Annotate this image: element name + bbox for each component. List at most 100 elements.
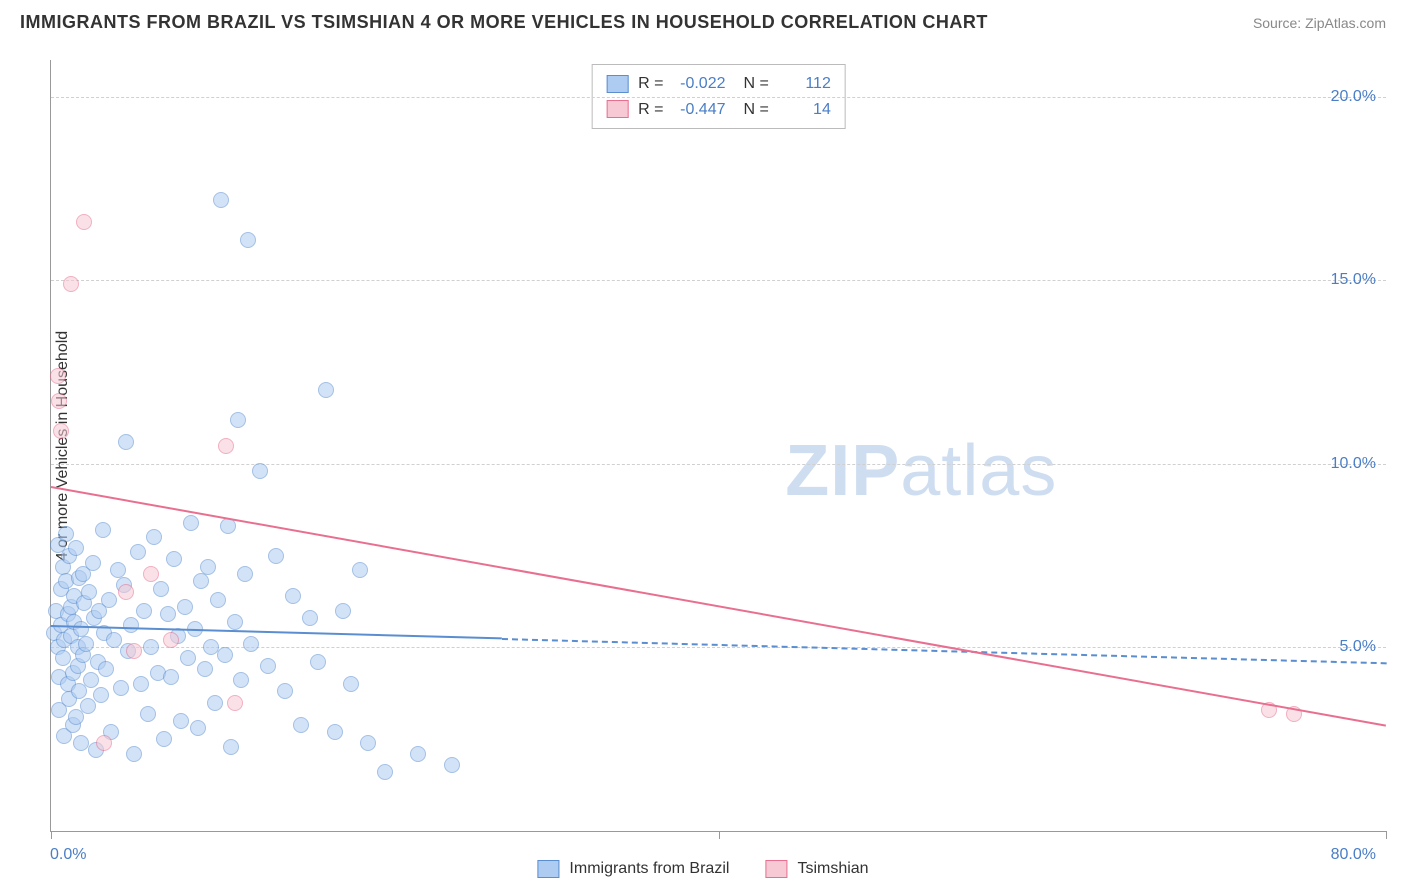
scatter-point-tsimshian bbox=[51, 393, 67, 409]
scatter-point-brazil bbox=[118, 434, 134, 450]
scatter-point-brazil bbox=[85, 555, 101, 571]
scatter-point-tsimshian bbox=[50, 368, 66, 384]
scatter-point-brazil bbox=[243, 636, 259, 652]
x-tick bbox=[719, 831, 720, 839]
r-value-1: -0.447 bbox=[674, 97, 726, 123]
scatter-point-tsimshian bbox=[118, 584, 134, 600]
swatch-series-0 bbox=[537, 860, 559, 878]
y-tick-label: 15.0% bbox=[1331, 271, 1376, 289]
scatter-point-brazil bbox=[193, 573, 209, 589]
scatter-point-brazil bbox=[156, 731, 172, 747]
scatter-point-brazil bbox=[73, 735, 89, 751]
legend-item-1: Tsimshian bbox=[765, 860, 868, 878]
trend-line-dashed bbox=[502, 638, 1386, 664]
scatter-point-brazil bbox=[163, 669, 179, 685]
scatter-point-brazil bbox=[343, 676, 359, 692]
r-label: R = bbox=[638, 97, 663, 123]
scatter-point-brazil bbox=[230, 412, 246, 428]
scatter-point-brazil bbox=[217, 647, 233, 663]
scatter-point-brazil bbox=[352, 562, 368, 578]
x-axis-min-label: 0.0% bbox=[50, 846, 86, 864]
scatter-point-tsimshian bbox=[63, 276, 79, 292]
gridline bbox=[51, 280, 1386, 281]
scatter-point-brazil bbox=[68, 540, 84, 556]
scatter-point-brazil bbox=[377, 764, 393, 780]
scatter-point-tsimshian bbox=[126, 643, 142, 659]
scatter-point-brazil bbox=[277, 683, 293, 699]
scatter-point-tsimshian bbox=[227, 695, 243, 711]
scatter-point-brazil bbox=[130, 544, 146, 560]
scatter-point-brazil bbox=[180, 650, 196, 666]
legend-row-series-1: R = -0.447 N = 14 bbox=[606, 97, 831, 123]
scatter-point-brazil bbox=[113, 680, 129, 696]
legend-row-series-0: R = -0.022 N = 112 bbox=[606, 71, 831, 97]
scatter-point-tsimshian bbox=[163, 632, 179, 648]
scatter-point-brazil bbox=[285, 588, 301, 604]
scatter-point-brazil bbox=[80, 698, 96, 714]
y-tick-label: 20.0% bbox=[1331, 88, 1376, 106]
watermark-zip: ZIP bbox=[785, 431, 900, 511]
scatter-point-brazil bbox=[93, 687, 109, 703]
scatter-point-brazil bbox=[233, 672, 249, 688]
scatter-point-brazil bbox=[101, 592, 117, 608]
scatter-point-brazil bbox=[136, 603, 152, 619]
scatter-point-brazil bbox=[310, 654, 326, 670]
scatter-point-brazil bbox=[360, 735, 376, 751]
scatter-point-brazil bbox=[78, 636, 94, 652]
scatter-point-brazil bbox=[190, 720, 206, 736]
n-label: N = bbox=[744, 71, 769, 97]
x-axis-max-label: 80.0% bbox=[1331, 846, 1376, 864]
scatter-point-brazil bbox=[106, 632, 122, 648]
scatter-point-brazil bbox=[173, 713, 189, 729]
scatter-point-brazil bbox=[200, 559, 216, 575]
scatter-point-brazil bbox=[133, 676, 149, 692]
scatter-point-tsimshian bbox=[53, 423, 69, 439]
x-tick bbox=[51, 831, 52, 839]
scatter-point-brazil bbox=[444, 757, 460, 773]
n-label: N = bbox=[744, 97, 769, 123]
y-tick-label: 5.0% bbox=[1340, 638, 1376, 656]
scatter-point-brazil bbox=[110, 562, 126, 578]
legend-label-0: Immigrants from Brazil bbox=[569, 860, 729, 878]
scatter-point-brazil bbox=[252, 463, 268, 479]
scatter-point-brazil bbox=[146, 529, 162, 545]
r-label: R = bbox=[638, 71, 663, 97]
scatter-point-brazil bbox=[410, 746, 426, 762]
scatter-point-brazil bbox=[81, 584, 97, 600]
scatter-point-brazil bbox=[153, 581, 169, 597]
scatter-point-brazil bbox=[335, 603, 351, 619]
n-value-0: 112 bbox=[779, 71, 831, 97]
scatter-point-brazil bbox=[227, 614, 243, 630]
scatter-point-brazil bbox=[223, 739, 239, 755]
scatter-point-tsimshian bbox=[218, 438, 234, 454]
scatter-point-tsimshian bbox=[96, 735, 112, 751]
scatter-point-tsimshian bbox=[143, 566, 159, 582]
scatter-point-tsimshian bbox=[76, 214, 92, 230]
chart-title: IMMIGRANTS FROM BRAZIL VS TSIMSHIAN 4 OR… bbox=[20, 12, 988, 33]
watermark-atlas: atlas bbox=[900, 431, 1057, 511]
gridline bbox=[51, 97, 1386, 98]
x-tick bbox=[1386, 831, 1387, 839]
scatter-point-brazil bbox=[183, 515, 199, 531]
scatter-point-brazil bbox=[327, 724, 343, 740]
gridline bbox=[51, 464, 1386, 465]
scatter-point-brazil bbox=[302, 610, 318, 626]
legend-item-0: Immigrants from Brazil bbox=[537, 860, 729, 878]
scatter-point-brazil bbox=[318, 382, 334, 398]
swatch-series-1 bbox=[765, 860, 787, 878]
scatter-point-brazil bbox=[166, 551, 182, 567]
scatter-point-brazil bbox=[240, 232, 256, 248]
scatter-point-brazil bbox=[98, 661, 114, 677]
scatter-point-brazil bbox=[126, 746, 142, 762]
scatter-point-brazil bbox=[160, 606, 176, 622]
scatter-point-brazil bbox=[95, 522, 111, 538]
swatch-series-1 bbox=[606, 100, 628, 118]
scatter-point-brazil bbox=[260, 658, 276, 674]
scatter-point-brazil bbox=[268, 548, 284, 564]
scatter-point-brazil bbox=[213, 192, 229, 208]
watermark: ZIPatlas bbox=[785, 430, 1057, 512]
scatter-point-brazil bbox=[210, 592, 226, 608]
series-legend: Immigrants from Brazil Tsimshian bbox=[537, 860, 868, 878]
scatter-point-brazil bbox=[207, 695, 223, 711]
scatter-point-brazil bbox=[83, 672, 99, 688]
